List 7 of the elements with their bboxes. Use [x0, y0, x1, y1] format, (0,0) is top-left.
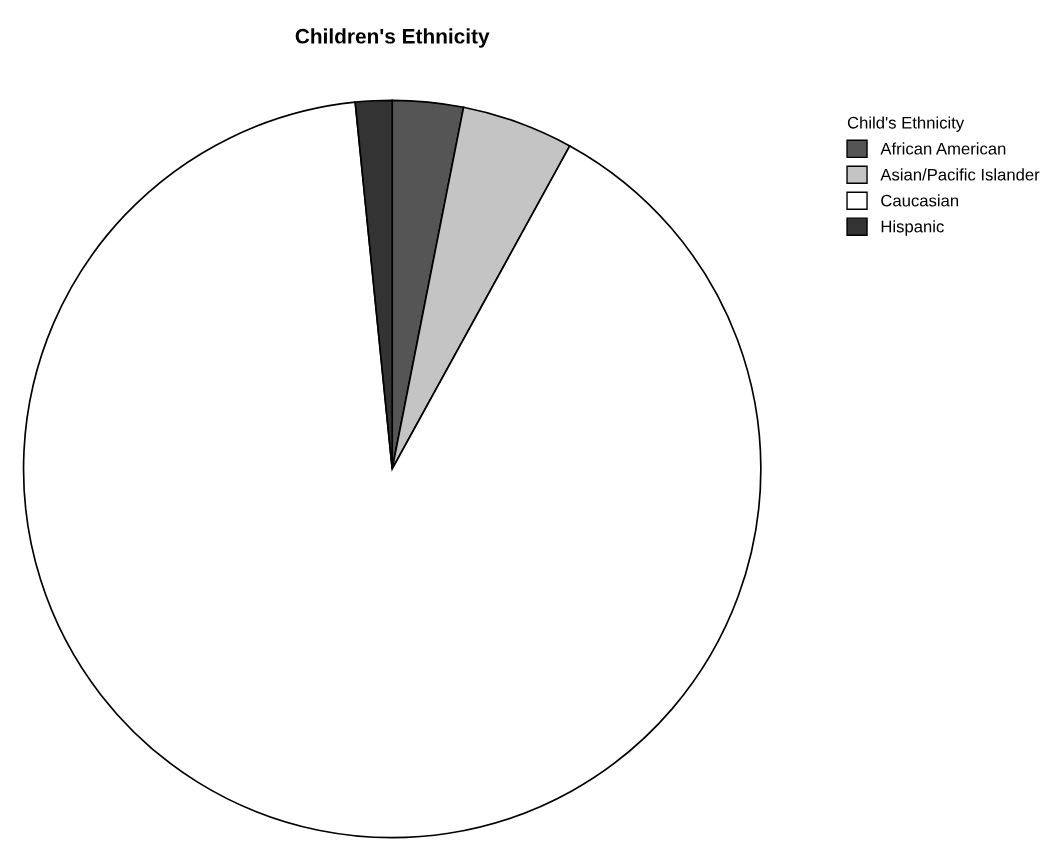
pie-slice [22, 101, 762, 839]
legend-label: Asian/Pacific Islander [880, 168, 1040, 181]
chart-title: Children's Ethnicity [295, 28, 490, 48]
legend-label: African American [880, 142, 1006, 155]
legend-label: Caucasian [881, 194, 959, 207]
legend-label: Hispanic [881, 220, 944, 236]
legend-title: Child's Ethnicity [847, 116, 965, 132]
